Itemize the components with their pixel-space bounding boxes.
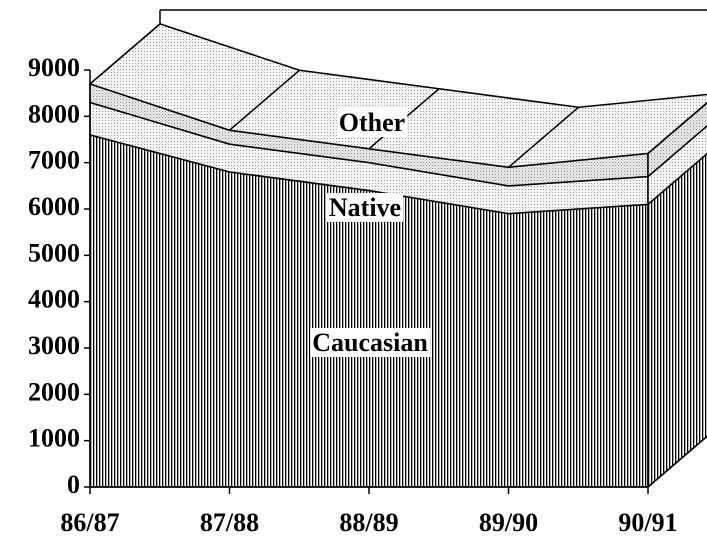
x-tick-label: 86/87	[60, 508, 119, 537]
x-tick-label: 88/89	[339, 508, 398, 537]
y-tick-label: 2000	[28, 377, 80, 406]
series-label: Caucasian	[312, 328, 428, 357]
y-tick-label: 7000	[28, 146, 80, 175]
series-label: Other	[339, 108, 405, 137]
y-tick-label: 1000	[28, 424, 80, 453]
y-tick-label: 0	[67, 470, 80, 499]
y-tick-label: 5000	[28, 238, 80, 267]
series-label-bg	[336, 107, 408, 137]
depth-line	[647, 101, 707, 154]
x-tick-label: 87/88	[200, 508, 259, 537]
depth-line	[508, 106, 579, 168]
x-axis-depth	[647, 435, 707, 488]
y-tick-label: 6000	[28, 192, 80, 221]
y-tick-label: 9000	[28, 53, 80, 82]
series-label-bg	[326, 192, 404, 222]
x-tick-label: 89/90	[479, 508, 538, 537]
y-tick-label: 3000	[28, 331, 80, 360]
area-top	[88, 23, 707, 169]
depth-line	[89, 23, 161, 85]
y-tick-label: 8000	[28, 99, 80, 128]
x-tick-label: 90/91	[618, 508, 677, 537]
series-label: Native	[329, 193, 401, 222]
series-label-bg	[310, 327, 431, 357]
y-tick-label: 4000	[28, 285, 80, 314]
depth-line	[229, 69, 300, 131]
